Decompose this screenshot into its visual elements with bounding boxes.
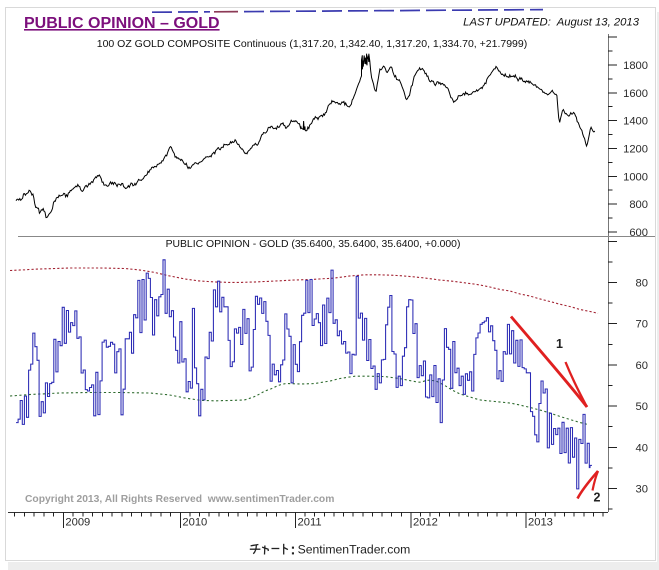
svg-text:800: 800	[629, 199, 648, 211]
svg-text:2: 2	[594, 491, 601, 505]
svg-text:Copyright 2013, All Rights Res: Copyright 2013, All Rights Reserved www.…	[25, 494, 334, 505]
svg-text:600: 600	[629, 227, 648, 239]
svg-text:2012: 2012	[413, 517, 438, 529]
svg-text:2010: 2010	[182, 517, 207, 529]
svg-text:80: 80	[636, 278, 648, 290]
svg-text:SentimenTrader.com: SentimenTrader.com	[298, 543, 411, 557]
svg-text:1600: 1600	[623, 88, 648, 100]
svg-text:LAST UPDATED: August 13, 2013: LAST UPDATED: August 13, 2013	[463, 17, 640, 29]
svg-text:PUBLIC OPINION – GOLD: PUBLIC OPINION – GOLD	[24, 15, 220, 32]
svg-text:2011: 2011	[298, 517, 322, 529]
svg-text:100 OZ GOLD COMPOSITE Continuo: 100 OZ GOLD COMPOSITE Continuous (1,317.…	[97, 38, 527, 50]
svg-text:1000: 1000	[623, 171, 648, 183]
svg-text:50: 50	[636, 401, 648, 413]
svg-text:70: 70	[636, 319, 648, 331]
svg-text:1200: 1200	[623, 144, 648, 156]
svg-text:2013: 2013	[528, 517, 553, 529]
svg-text:1: 1	[556, 337, 563, 351]
svg-text:2009: 2009	[65, 517, 90, 529]
svg-text:30: 30	[636, 484, 648, 496]
svg-text:1800: 1800	[623, 60, 648, 72]
svg-text:PUBLIC OPINION - GOLD (35.6400: PUBLIC OPINION - GOLD (35.6400, 35.6400,…	[166, 239, 461, 250]
svg-text:40: 40	[636, 442, 648, 454]
svg-text:60: 60	[636, 360, 648, 372]
svg-text:1400: 1400	[623, 116, 648, 128]
